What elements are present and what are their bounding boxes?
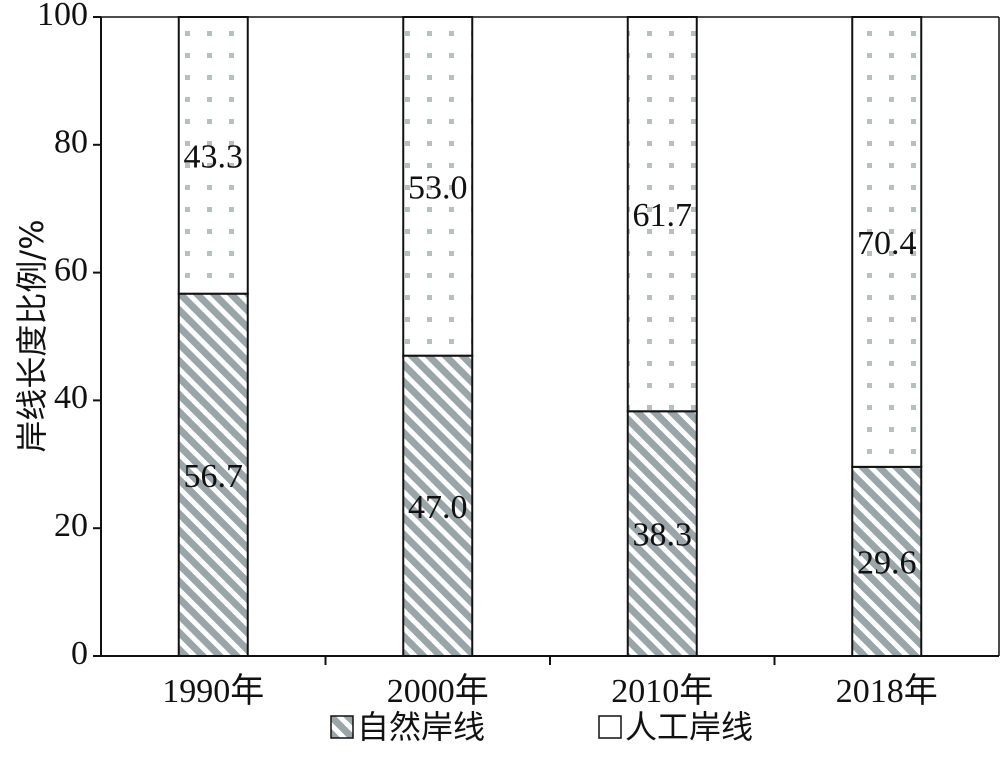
data-label-artificial: 53.0 [408, 169, 468, 206]
bars [177, 16, 923, 657]
bar-segment-natural [851, 465, 923, 657]
bar-segment-artificial [851, 16, 923, 468]
data-label-artificial: 61.7 [633, 197, 693, 234]
data-label-natural: 47.0 [408, 489, 468, 526]
y-tick-label: 0 [71, 635, 88, 672]
legend-swatch-natural [330, 715, 354, 739]
x-category-label: 2010年 [611, 672, 713, 710]
legend-label-natural: 自然岸线 [357, 708, 485, 746]
bar-segment-artificial [177, 16, 249, 295]
bar-segment-artificial [626, 16, 698, 413]
y-axis-title: 岸线长度比例/% [13, 219, 51, 452]
y-tick-label: 100 [37, 0, 88, 33]
bar-segment-natural [626, 410, 698, 657]
y-tick-label: 80 [54, 124, 88, 161]
bar-segment-artificial [402, 16, 474, 357]
legend: 自然岸线 人工岸线 [330, 708, 753, 746]
plot-area: 0 20 40 60 80 100 1990年 2000年 2010年 2018年 56.7 43… [37, 0, 1000, 710]
bar-segment-natural [402, 354, 474, 657]
x-category-label: 2000年 [387, 672, 489, 710]
data-label-natural: 38.3 [633, 517, 693, 554]
y-tick-label: 40 [54, 379, 88, 416]
legend-swatch-artificial [598, 715, 622, 739]
data-label-artificial: 43.3 [184, 138, 244, 175]
x-category-label: 2018年 [836, 672, 938, 710]
data-label-natural: 56.7 [184, 458, 244, 495]
x-category-label: 1990年 [162, 672, 264, 710]
y-tick-label: 20 [54, 507, 88, 544]
x-axis-ticks: 1990年 2000年 2010年 2018年 [162, 656, 938, 710]
data-label-artificial: 70.4 [857, 225, 917, 262]
y-axis-ticks: 0 20 40 60 80 100 [37, 0, 101, 672]
y-tick-label: 60 [54, 251, 88, 288]
data-label-natural: 29.6 [857, 544, 917, 581]
data-labels: 56.7 43.3 47.0 53.0 38.3 61.7 29.6 70.4 [184, 138, 917, 581]
legend-label-artificial: 人工岸线 [625, 708, 753, 746]
